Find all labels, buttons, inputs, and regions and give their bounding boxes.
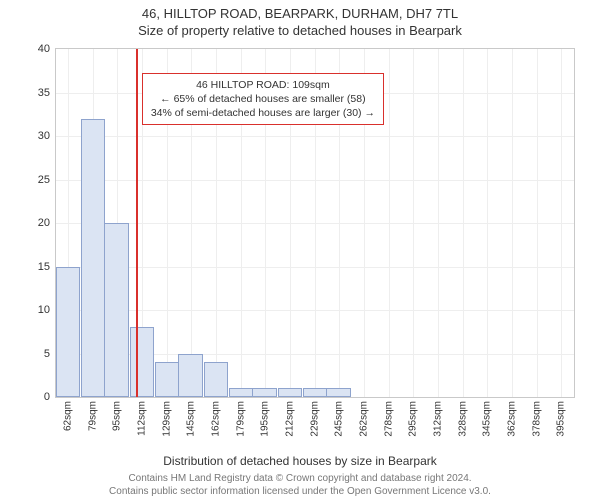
x-tick-label: 262sqm [358,401,369,437]
histogram-bar [155,362,179,397]
x-tick-label: 229sqm [309,401,320,437]
y-tick-label: 5 [44,348,50,360]
x-axis-label: Distribution of detached houses by size … [0,454,600,468]
title-line-1: 46, HILLTOP ROAD, BEARPARK, DURHAM, DH7 … [0,6,600,21]
gridline-vertical [438,49,439,397]
x-tick-label: 345sqm [482,401,493,437]
gridline-vertical [487,49,488,397]
gridline-vertical [537,49,538,397]
attribution-footer: Contains HM Land Registry data © Crown c… [0,473,600,498]
x-tick-label: 295sqm [408,401,419,437]
plot-area: 051015202530354062sqm79sqm95sqm112sqm129… [55,48,575,398]
x-tick-label: 162sqm [210,401,221,437]
x-tick-label: 179sqm [235,401,246,437]
gridline-vertical [413,49,414,397]
x-tick-label: 278sqm [383,401,394,437]
histogram-bar [326,388,350,397]
y-tick-label: 10 [38,304,50,316]
y-tick-label: 30 [38,130,50,142]
x-tick-label: 62sqm [62,401,73,431]
x-tick-label: 145sqm [186,401,197,437]
histogram-bar [130,327,154,397]
y-tick-label: 15 [38,261,50,273]
annotation-line-3: 34% of semi-detached houses are larger (… [151,106,375,120]
annotation-line-1: 46 HILLTOP ROAD: 109sqm [151,78,375,92]
reference-line [136,49,138,397]
y-tick-label: 40 [38,43,50,55]
histogram-bar [178,354,202,398]
histogram-bar [303,388,327,397]
histogram-bar [56,267,80,398]
histogram-bar [104,223,128,397]
title-line-2: Size of property relative to detached ho… [0,23,600,38]
gridline-vertical [463,49,464,397]
footer-line-2: Contains public sector information licen… [109,486,491,497]
gridline-vertical [512,49,513,397]
x-tick-label: 328sqm [457,401,468,437]
x-tick-label: 245sqm [334,401,345,437]
x-tick-label: 129sqm [161,401,172,437]
gridline-vertical [389,49,390,397]
x-tick-label: 212sqm [284,401,295,437]
y-tick-label: 35 [38,87,50,99]
footer-line-1: Contains HM Land Registry data © Crown c… [128,473,471,484]
y-tick-label: 20 [38,217,50,229]
y-tick-label: 25 [38,174,50,186]
x-tick-label: 362sqm [506,401,517,437]
y-tick-label: 0 [44,391,50,403]
chart-title-block: 46, HILLTOP ROAD, BEARPARK, DURHAM, DH7 … [0,6,600,38]
histogram-bar [204,362,228,397]
histogram-bar [81,119,105,397]
histogram-bar [252,388,276,397]
x-tick-label: 395sqm [556,401,567,437]
x-tick-label: 95sqm [112,401,123,431]
annotation-line-2: ← 65% of detached houses are smaller (58… [151,92,375,106]
x-tick-label: 195sqm [260,401,271,437]
histogram-bar [229,388,253,397]
x-tick-label: 112sqm [136,401,147,436]
x-tick-label: 312sqm [432,401,443,437]
histogram-bar [278,388,302,397]
gridline-vertical [561,49,562,397]
x-tick-label: 378sqm [531,401,542,437]
x-tick-label: 79sqm [87,401,98,431]
annotation-box: 46 HILLTOP ROAD: 109sqm← 65% of detached… [142,73,384,126]
